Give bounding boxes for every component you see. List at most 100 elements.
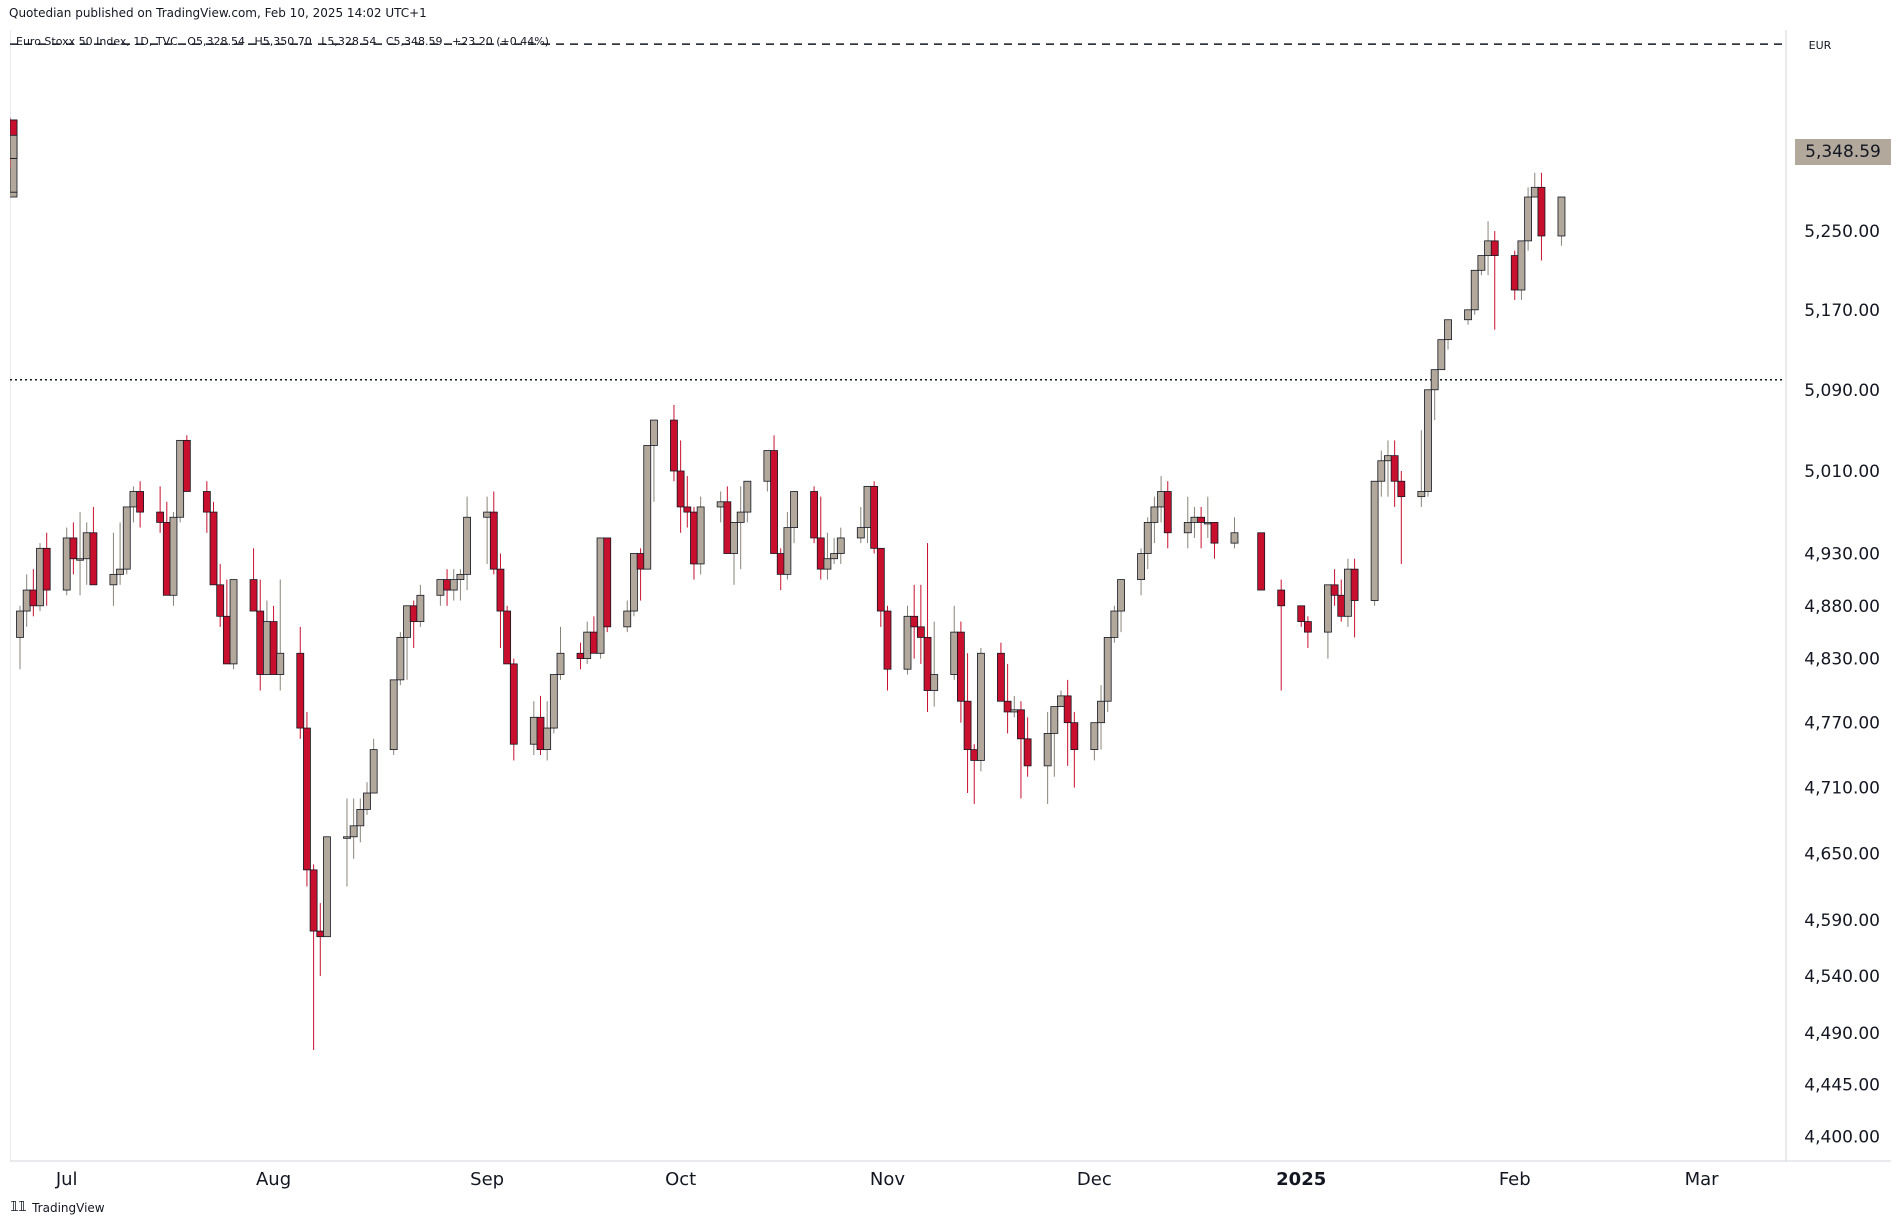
candle-body — [1303, 621, 1312, 633]
candle-body — [1370, 480, 1379, 601]
candle-body — [363, 792, 371, 810]
candle-body — [783, 527, 792, 575]
candle-body — [956, 631, 965, 702]
candle-body — [1190, 516, 1199, 523]
candle-body — [1103, 637, 1112, 702]
candle-body — [1557, 196, 1566, 237]
candle-body — [763, 450, 772, 482]
candle-body — [1490, 240, 1499, 256]
candle-body — [1137, 553, 1145, 580]
y-tick-label: 4,930.00 — [1804, 545, 1880, 565]
candle-body — [76, 558, 84, 561]
candle-body — [776, 553, 785, 575]
candle-body — [403, 605, 411, 638]
candle-body — [529, 716, 538, 745]
chart-svg[interactable]: 4,400.00 4,445.00 4,490.00 4,540.00 4,590.00… — [10, 30, 1891, 1193]
tradingview-logo-icon: 𝟙𝟙 — [10, 1200, 27, 1215]
candle-body — [723, 501, 732, 554]
candle-body — [536, 716, 545, 751]
candle-body — [1384, 455, 1392, 462]
candle-body — [1430, 369, 1439, 391]
candle-body — [249, 579, 258, 612]
candle-body — [636, 553, 645, 570]
x-tick-label: Oct — [665, 1169, 696, 1190]
candle-body — [509, 663, 518, 745]
candle-body — [630, 553, 638, 612]
candle-body — [1350, 568, 1359, 601]
candle-body — [256, 610, 265, 675]
legend-close: C5,348.59 — [385, 35, 443, 48]
candle-body — [503, 610, 512, 665]
candle-body — [997, 652, 1005, 702]
candle-body — [970, 749, 979, 761]
last-price-label: 5,348.59 — [1795, 139, 1891, 165]
candle-body — [583, 631, 592, 659]
candle-body — [269, 621, 278, 675]
publisher-line: Quotedian published on TradingView.com, … — [9, 6, 427, 20]
y-tick-label: 5,170.00 — [1804, 301, 1880, 321]
candle-body — [650, 419, 658, 446]
candle-body — [62, 537, 71, 591]
candle-body — [1344, 568, 1352, 617]
candle-body — [22, 589, 31, 612]
candle-body — [1257, 532, 1266, 591]
candle-body — [1003, 700, 1012, 713]
y-tick-label: 4,770.00 — [1804, 714, 1880, 734]
candle-body — [823, 558, 832, 570]
candle-body — [1477, 255, 1486, 271]
candle-body — [276, 652, 285, 675]
candle-body — [670, 419, 678, 472]
candle-body — [1017, 709, 1025, 740]
y-tick-label: 4,540.00 — [1804, 967, 1880, 987]
candle-body — [109, 573, 118, 586]
candle-body — [136, 491, 145, 513]
candle-body — [1517, 240, 1526, 291]
candle-body — [122, 506, 131, 570]
candle-body — [830, 553, 839, 560]
candle-body — [483, 511, 492, 518]
candle-body — [1043, 733, 1052, 767]
candle-body — [29, 589, 38, 607]
y-tick-label: 4,400.00 — [1804, 1128, 1880, 1148]
y-tick-label: 4,650.00 — [1804, 844, 1880, 864]
candle-body — [596, 537, 605, 654]
candle-body — [730, 522, 738, 554]
candle-body — [743, 480, 752, 513]
candle-body — [409, 605, 418, 622]
chart-pane[interactable]: 4,400.00 4,445.00 4,490.00 4,540.00 4,590.00… — [10, 30, 1891, 1193]
candle-body — [1210, 522, 1219, 544]
candle-body — [209, 511, 218, 586]
candle-body — [1337, 594, 1346, 617]
currency-badge[interactable]: EUR — [1800, 36, 1840, 54]
candle-body — [202, 491, 211, 513]
candle-body — [576, 652, 585, 659]
candle-body — [1090, 722, 1099, 751]
candle-body — [1110, 610, 1119, 638]
candle-body — [903, 615, 912, 670]
candle-body — [1397, 480, 1406, 498]
candle-body — [1230, 532, 1239, 544]
candle-body — [736, 511, 745, 523]
footer-brand: TradingView — [32, 1200, 105, 1215]
candle-body — [1163, 491, 1172, 534]
candle-body — [1277, 589, 1286, 607]
candle-body — [1464, 309, 1472, 321]
y-tick-label: 4,710.00 — [1804, 779, 1880, 799]
candle-body — [1097, 700, 1105, 724]
candle-body — [1417, 491, 1426, 498]
candle-body — [883, 610, 892, 670]
candle-body — [1197, 516, 1206, 523]
candle-body — [683, 506, 692, 513]
candle-body — [1023, 738, 1032, 767]
candle-body — [309, 869, 318, 932]
x-tick-label: Jul — [55, 1169, 78, 1190]
y-tick-label: 5,010.00 — [1804, 462, 1880, 482]
candle-body — [116, 568, 124, 575]
candle-body — [977, 652, 985, 761]
candle-body — [316, 930, 325, 938]
candle-body — [89, 532, 98, 586]
candle-body — [1183, 522, 1192, 534]
footer: 𝟙𝟙 TradingView — [10, 1200, 105, 1215]
candle-body — [216, 584, 225, 617]
candle-body — [676, 470, 685, 508]
